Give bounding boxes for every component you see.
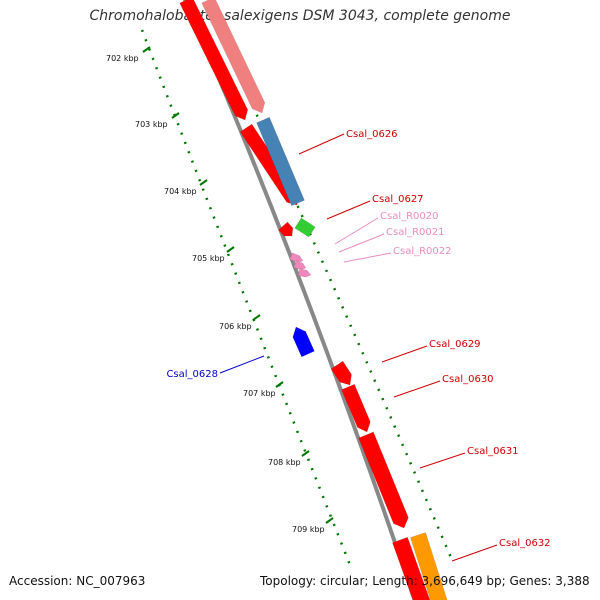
gene-feature xyxy=(341,383,371,433)
tick-label: 707 kbp xyxy=(243,389,276,398)
label-leader-line xyxy=(393,380,441,398)
gene-feature xyxy=(358,431,409,529)
tick-label: 705 kbp xyxy=(192,254,225,263)
genome-backbone xyxy=(183,0,417,600)
genome-summary: Topology: circular; Length: 3,696,649 bp… xyxy=(260,574,590,588)
gene-feature xyxy=(179,0,249,121)
label-leader-line xyxy=(219,355,265,374)
tick-label: 703 kbp xyxy=(135,120,168,129)
tick-label: 702 kbp xyxy=(106,54,139,63)
gene-feature xyxy=(293,260,307,270)
label-leader-line xyxy=(419,452,466,469)
gene-feature xyxy=(294,217,316,238)
gene-feature xyxy=(297,268,312,278)
tick-mark xyxy=(142,46,151,53)
tick-mark xyxy=(226,246,235,253)
gene-feature xyxy=(201,0,266,114)
tick-label: 704 kbp xyxy=(164,187,197,196)
tick-mark xyxy=(275,381,284,388)
gene-label: Csal_0626 xyxy=(346,129,398,140)
inner-tick-ring xyxy=(140,29,354,571)
label-leader-line xyxy=(298,133,345,155)
tick-label: 709 kbp xyxy=(292,525,325,534)
gene-feature xyxy=(289,252,304,263)
gene-label: Csal_0628 xyxy=(166,369,218,380)
gene-label: Csal_0631 xyxy=(467,446,519,457)
tick-mark xyxy=(171,112,180,119)
accession-text: Accession: NC_007963 xyxy=(9,574,146,588)
gene-label: Csal_R0020 xyxy=(380,211,439,222)
gene-feature xyxy=(292,326,315,358)
gene-feature xyxy=(278,221,294,237)
gene-label: Csal_0629 xyxy=(429,339,481,350)
gene-feature xyxy=(256,116,305,207)
gene-label: Csal_0632 xyxy=(499,538,551,549)
tick-mark xyxy=(301,450,310,457)
gene-feature xyxy=(330,360,352,386)
tick-label: 708 kbp xyxy=(268,458,301,467)
label-leader-line xyxy=(381,345,428,363)
label-leader-line xyxy=(343,252,392,263)
label-leader-line xyxy=(334,217,379,245)
gene-label: Csal_0630 xyxy=(442,374,494,385)
tick-mark xyxy=(199,179,208,186)
gene-feature xyxy=(392,536,431,600)
gene-label: Csal_R0022 xyxy=(393,246,452,257)
gene-label: Csal_R0021 xyxy=(386,227,445,238)
label-leader-line xyxy=(451,544,498,562)
tick-mark xyxy=(252,314,261,321)
gene-label: Csal_0627 xyxy=(372,194,424,205)
label-leader-line xyxy=(338,233,385,253)
label-leader-line xyxy=(326,200,371,220)
tick-label: 706 kbp xyxy=(219,322,252,331)
tick-mark xyxy=(325,517,334,524)
